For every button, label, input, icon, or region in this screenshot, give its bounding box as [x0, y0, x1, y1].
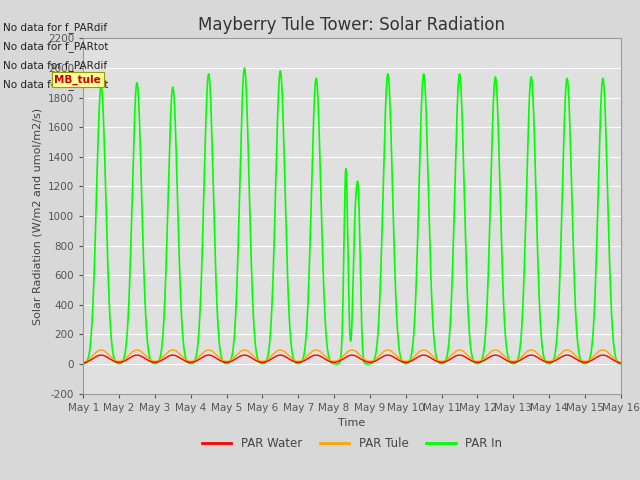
PAR Tule — [115, 359, 122, 364]
PAR In — [115, 360, 122, 366]
Line: PAR Water: PAR Water — [83, 355, 621, 363]
Text: No data for f_PARtot: No data for f_PARtot — [3, 41, 109, 52]
PAR In — [307, 229, 314, 235]
PAR Water — [403, 360, 410, 365]
PAR Tule — [403, 359, 410, 364]
Y-axis label: Solar Radiation (W/m2 and umol/m2/s): Solar Radiation (W/m2 and umol/m2/s) — [33, 108, 42, 324]
PAR In — [79, 361, 87, 367]
Title: Mayberry Tule Tower: Solar Radiation: Mayberry Tule Tower: Solar Radiation — [198, 16, 506, 34]
PAR Tule — [307, 350, 314, 356]
PAR Water — [476, 360, 483, 365]
PAR In — [617, 361, 625, 367]
PAR In — [241, 65, 248, 71]
PAR Water — [362, 359, 369, 364]
Text: MB_tule: MB_tule — [54, 74, 101, 84]
PAR Water — [79, 360, 87, 366]
Text: No data for f_PARdif: No data for f_PARdif — [3, 60, 108, 71]
PAR In — [362, 361, 369, 367]
PAR Tule — [95, 348, 103, 353]
X-axis label: Time: Time — [339, 418, 365, 428]
PAR Tule — [79, 360, 87, 366]
PAR In — [403, 360, 410, 366]
PAR In — [476, 360, 483, 366]
PAR In — [95, 108, 103, 114]
PAR Tule — [617, 360, 625, 366]
Line: PAR Tule: PAR Tule — [83, 350, 621, 363]
PAR Tule — [476, 358, 483, 364]
Text: No data for f_PARdif: No data for f_PARdif — [3, 22, 108, 33]
PAR Water — [133, 352, 141, 358]
Legend: PAR Water, PAR Tule, PAR In: PAR Water, PAR Tule, PAR In — [197, 433, 507, 455]
Line: PAR In: PAR In — [83, 68, 621, 364]
PAR In — [333, 361, 340, 367]
PAR Tule — [133, 347, 141, 353]
PAR Water — [617, 360, 625, 366]
PAR Water — [307, 354, 314, 360]
PAR Tule — [362, 357, 369, 363]
Text: No data for f_PARtot: No data for f_PARtot — [3, 79, 109, 90]
PAR Water — [115, 360, 122, 365]
PAR Water — [95, 352, 103, 358]
